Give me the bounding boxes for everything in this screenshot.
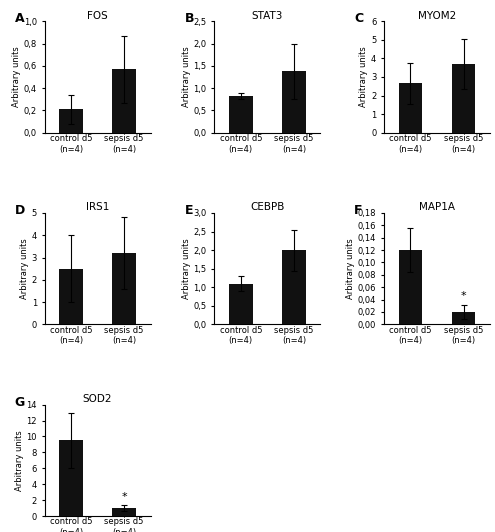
Bar [229, 96, 253, 132]
Bar [59, 440, 83, 516]
Bar [451, 312, 476, 325]
Title: MYOM2: MYOM2 [418, 11, 456, 21]
Text: B: B [185, 12, 194, 26]
Bar [398, 84, 422, 132]
Title: FOS: FOS [87, 11, 108, 21]
Title: STAT3: STAT3 [251, 11, 283, 21]
Y-axis label: Arbitrary units: Arbitrary units [15, 430, 24, 491]
Bar [282, 250, 306, 325]
Bar [112, 253, 136, 325]
Text: A: A [15, 12, 24, 26]
Text: *: * [461, 291, 466, 301]
Bar [398, 250, 422, 325]
Bar [112, 69, 136, 132]
Y-axis label: Arbitrary units: Arbitrary units [20, 238, 29, 299]
Bar [282, 71, 306, 132]
Bar [112, 508, 136, 516]
Y-axis label: Arbitrary units: Arbitrary units [359, 47, 368, 107]
Title: SOD2: SOD2 [83, 394, 112, 404]
Title: CEBPB: CEBPB [250, 202, 285, 212]
Text: D: D [15, 204, 25, 217]
Y-axis label: Arbitrary units: Arbitrary units [346, 238, 355, 299]
Y-axis label: Arbitrary units: Arbitrary units [182, 47, 191, 107]
Text: E: E [185, 204, 193, 217]
Y-axis label: Arbitrary units: Arbitrary units [182, 238, 191, 299]
Title: MAP1A: MAP1A [419, 202, 455, 212]
Bar [451, 64, 476, 132]
Bar [229, 284, 253, 325]
Text: G: G [15, 396, 25, 409]
Text: *: * [121, 492, 127, 502]
Y-axis label: Arbitrary units: Arbitrary units [12, 47, 21, 107]
Bar [59, 269, 83, 325]
Text: F: F [354, 204, 363, 217]
Title: IRS1: IRS1 [86, 202, 109, 212]
Text: C: C [354, 12, 363, 26]
Bar [59, 109, 83, 132]
